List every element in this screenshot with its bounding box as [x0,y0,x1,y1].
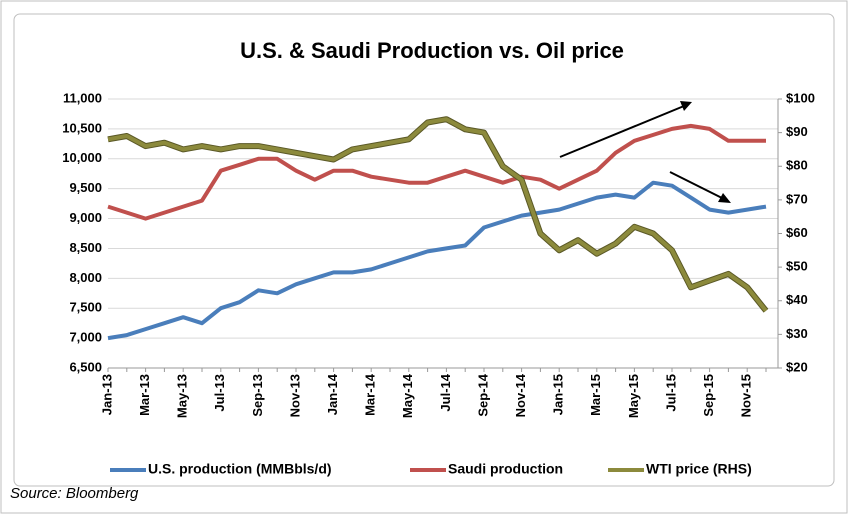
x-tick-label: Mar-13 [137,374,152,416]
source: Source: Bloomberg [10,485,139,502]
x-tick-label: Jul-15 [663,374,678,412]
x-tick-label: Jul-14 [438,373,453,411]
x-tick-label: Sep-13 [250,374,265,417]
legend-label: Saudi production [448,461,563,477]
chart-title: U.S. & Saudi Production vs. Oil price [240,38,624,63]
x-tick-label: May-13 [175,374,190,418]
y2-tick-label: $70 [786,191,808,206]
y-tick-label: 6,500 [69,359,102,374]
arrowhead [680,101,692,111]
y2-tick-label: $30 [786,326,808,341]
legend-label: WTI price (RHS) [646,461,752,477]
series-line [107,123,766,221]
x-tick-label: May-14 [400,373,415,418]
x-tick-label: Jan-15 [551,374,566,415]
x-tick-label: Nov-15 [739,374,754,417]
arrow [669,171,723,199]
x-tick-label: Jan-13 [99,374,114,415]
y-tick-label: 11,000 [63,90,102,105]
x-tick-label: Sep-15 [701,374,716,417]
series-line [107,180,767,341]
y-tick-label: 8,500 [69,240,102,255]
y-tick-label: 9,000 [69,210,102,225]
arrow [559,105,685,158]
series-line [107,117,768,313]
x-tick-label: Mar-14 [363,373,378,416]
y-tick-label: 9,500 [69,180,102,195]
arrowhead [718,193,731,203]
y2-tick-label: $20 [786,359,808,374]
x-tick-label: Mar-15 [588,374,603,416]
x-tick-label: Jan-14 [325,373,340,415]
legend-label: U.S. production (MMBbls/d) [148,461,332,477]
plot-area: 6,500 7,000 7,500 8,000 8,500 9,000 9,500 10,00… [62,90,815,418]
y2-tick-label: $40 [786,292,808,307]
y2-tick-label: $90 [786,124,808,139]
y2-tick-label: $80 [786,158,808,173]
y-tick-label: 7,500 [69,300,102,315]
x-tick-label: Sep-14 [475,373,490,416]
y2-tick-label: $50 [786,259,808,274]
y-tick-label: 8,000 [69,270,102,285]
y2-tick-label: $100 [786,90,815,105]
x-tick-label: Nov-14 [513,373,528,417]
y2-tick-label: $60 [786,225,808,240]
x-tick-label: Jul-13 [212,374,227,412]
x-tick-label: Nov-13 [287,374,302,417]
y-tick-label: 10,500 [62,120,102,135]
y-tick-label: 7,000 [69,330,102,345]
x-tick-label: May-15 [626,374,641,418]
y-tick-label: 10,000 [62,150,102,165]
